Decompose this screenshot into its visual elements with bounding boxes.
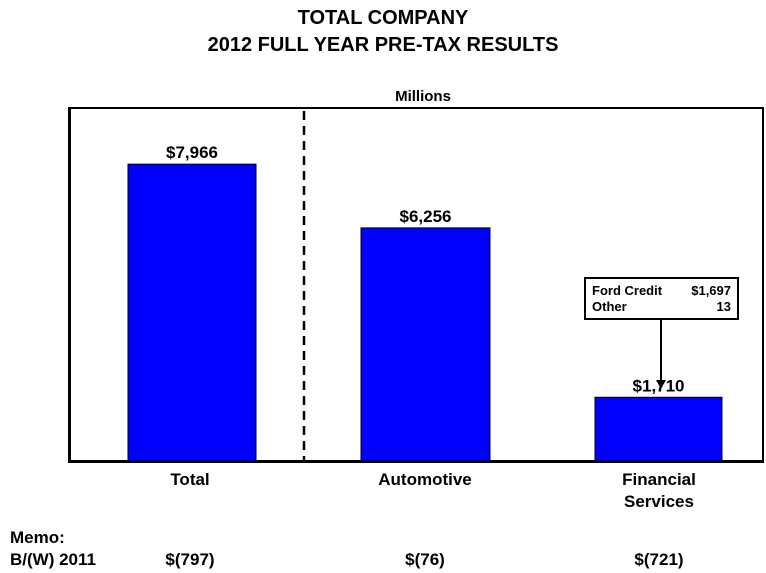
callout-value: 13 <box>716 299 731 314</box>
category-label-line: Financial <box>622 470 696 489</box>
callout-row: Other 13 <box>592 299 731 314</box>
chart-subtitle: 2012 FULL YEAR PRE-TAX RESULTS <box>207 34 559 56</box>
category-label-financial-services: Financial Services <box>594 469 724 513</box>
value-label-automotive: $6,256 <box>400 207 452 226</box>
memo-value-automotive: $(76) <box>405 550 445 569</box>
callout-row: Ford Credit $1,697 <box>592 283 731 298</box>
chart-title: TOTAL COMPANY <box>297 7 469 29</box>
bar-total <box>127 163 257 462</box>
category-label-total: Total <box>170 470 210 489</box>
callout-arrowhead <box>656 380 666 389</box>
callout-label: Ford Credit <box>592 283 663 298</box>
bar-financial-services <box>594 396 723 462</box>
memo-value-financial-services: $(721) <box>634 550 684 569</box>
memo-row-label: B/(W) 2011 <box>10 550 96 569</box>
bar-automotive <box>360 227 491 462</box>
callout-box: Ford Credit $1,697 Other 13 <box>584 277 739 320</box>
units-label: Millions <box>395 88 451 105</box>
category-label-line: Services <box>624 492 694 511</box>
callout-value: $1,697 <box>691 283 731 298</box>
memo-value-total: $(797) <box>165 550 215 569</box>
value-label-financial-services: $1,710 <box>633 376 685 395</box>
memo-title: Memo: <box>10 528 65 547</box>
callout-label: Other <box>592 299 627 314</box>
value-label-total: $7,966 <box>166 143 218 162</box>
category-label-automotive: Automotive <box>378 470 472 489</box>
